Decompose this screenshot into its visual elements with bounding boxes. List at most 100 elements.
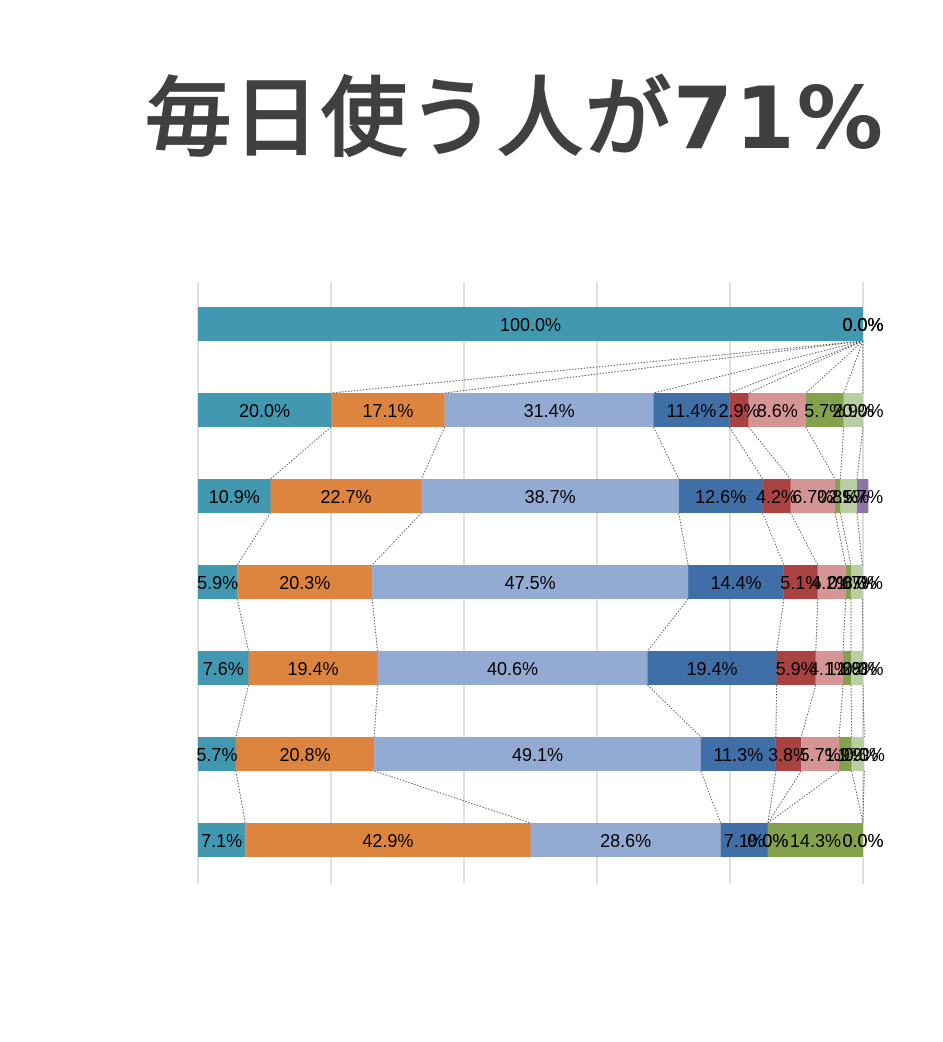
data-label: 4.2% xyxy=(811,573,852,593)
bar-segment xyxy=(198,479,271,513)
series-line xyxy=(800,684,817,738)
series-line xyxy=(444,340,864,394)
bar-segment xyxy=(700,737,776,771)
series-line xyxy=(235,770,246,824)
bar-segment xyxy=(843,393,863,427)
bar-segment xyxy=(857,479,869,513)
series-line xyxy=(856,512,863,566)
data-label: 5.9% xyxy=(197,573,238,593)
data-label: 5.7% xyxy=(196,745,237,765)
bar-segment xyxy=(198,737,236,771)
data-label: 38.7% xyxy=(525,487,576,507)
bars xyxy=(198,307,869,857)
bar-segment xyxy=(647,651,777,685)
series-line xyxy=(767,770,840,824)
data-label: 5.1% xyxy=(780,573,821,593)
data-label: 8.6% xyxy=(757,401,798,421)
bar-segment xyxy=(198,307,863,341)
data-label: 11.4% xyxy=(667,401,717,421)
bar-segment xyxy=(653,393,730,427)
bar-segment xyxy=(801,737,840,771)
series-line xyxy=(834,512,847,566)
series-line xyxy=(729,340,864,394)
data-label: 22.7% xyxy=(320,487,371,507)
bar-segment xyxy=(762,479,791,513)
data-label: 2.9% xyxy=(833,401,874,421)
bar-segment xyxy=(851,565,863,599)
data-label: 42.9% xyxy=(362,831,413,851)
series-line xyxy=(728,426,763,480)
bar-segment xyxy=(748,393,806,427)
bar-segment xyxy=(198,651,249,685)
bar-segment xyxy=(815,651,844,685)
data-label: 5.9% xyxy=(776,659,817,679)
series-line xyxy=(790,512,819,566)
series-line xyxy=(861,598,864,652)
data-label: 1.7% xyxy=(836,573,877,593)
data-label: 5.7% xyxy=(804,401,845,421)
bar-segment xyxy=(817,565,846,599)
data-label: 0.0% xyxy=(842,315,883,335)
series-line xyxy=(842,598,847,652)
bar-segment xyxy=(198,565,238,599)
bar-segment xyxy=(839,737,852,771)
data-label: 12.6% xyxy=(695,487,746,507)
data-label: 40.6% xyxy=(487,659,538,679)
data-label: 0.0% xyxy=(842,315,883,335)
data-label: 19.4% xyxy=(687,659,738,679)
bar-segment xyxy=(198,393,331,427)
data-label: 0.0% xyxy=(747,831,788,851)
series-line xyxy=(330,340,864,394)
data-label: 7.1% xyxy=(724,831,765,851)
data-label: 2.5% xyxy=(828,487,869,507)
series-line xyxy=(700,770,722,824)
data-label: 0.0% xyxy=(842,659,883,679)
series-line xyxy=(421,426,446,480)
data-label: 1.2% xyxy=(827,659,868,679)
data-label: 0.0% xyxy=(842,315,883,335)
data-label: 0.0% xyxy=(842,315,883,335)
series-line xyxy=(371,512,422,566)
data-label: 0.0% xyxy=(842,401,883,421)
bar-segment xyxy=(790,479,836,513)
series-line xyxy=(236,512,271,566)
series-line xyxy=(748,426,791,480)
bar-segment xyxy=(776,651,816,685)
series-line xyxy=(862,684,865,738)
series-line xyxy=(862,770,865,824)
bar-segment xyxy=(678,479,763,513)
data-label: 0.8% xyxy=(817,487,858,507)
bar-segment xyxy=(835,479,841,513)
bar-segment xyxy=(377,651,648,685)
series-line xyxy=(373,684,378,738)
data-label: 0.0% xyxy=(842,831,883,851)
series-line xyxy=(762,512,785,566)
bar-segment xyxy=(775,737,802,771)
data-label: 47.5% xyxy=(505,573,556,593)
bar-segment xyxy=(374,737,701,771)
bar-segment xyxy=(840,479,858,513)
data-label: 3.8% xyxy=(768,745,809,765)
series-line xyxy=(236,598,249,652)
series-line xyxy=(767,770,777,824)
series-line xyxy=(850,684,853,738)
bar-segment xyxy=(198,823,246,857)
bar-segment xyxy=(248,651,378,685)
data-label: 0.0% xyxy=(842,315,883,335)
series-line xyxy=(856,426,864,480)
series-line xyxy=(776,598,785,652)
data-label: 11.3% xyxy=(713,745,763,765)
bar-segment xyxy=(235,737,375,771)
data-labels: 100.0% 0.0%0.0%0.0%0.0%0.0%0.0%0.0%0.0%20… xyxy=(196,315,884,851)
series-lines xyxy=(235,340,865,824)
bar-segment xyxy=(237,565,373,599)
data-label: 7.1% xyxy=(201,831,242,851)
bar-segment xyxy=(245,823,531,857)
bar-segment xyxy=(729,393,749,427)
bar-segment xyxy=(720,823,768,857)
series-line xyxy=(843,340,864,394)
bar-segment xyxy=(851,737,865,771)
bar-segment xyxy=(767,823,863,857)
data-label: 0.0% xyxy=(842,315,883,335)
series-line xyxy=(653,426,680,480)
